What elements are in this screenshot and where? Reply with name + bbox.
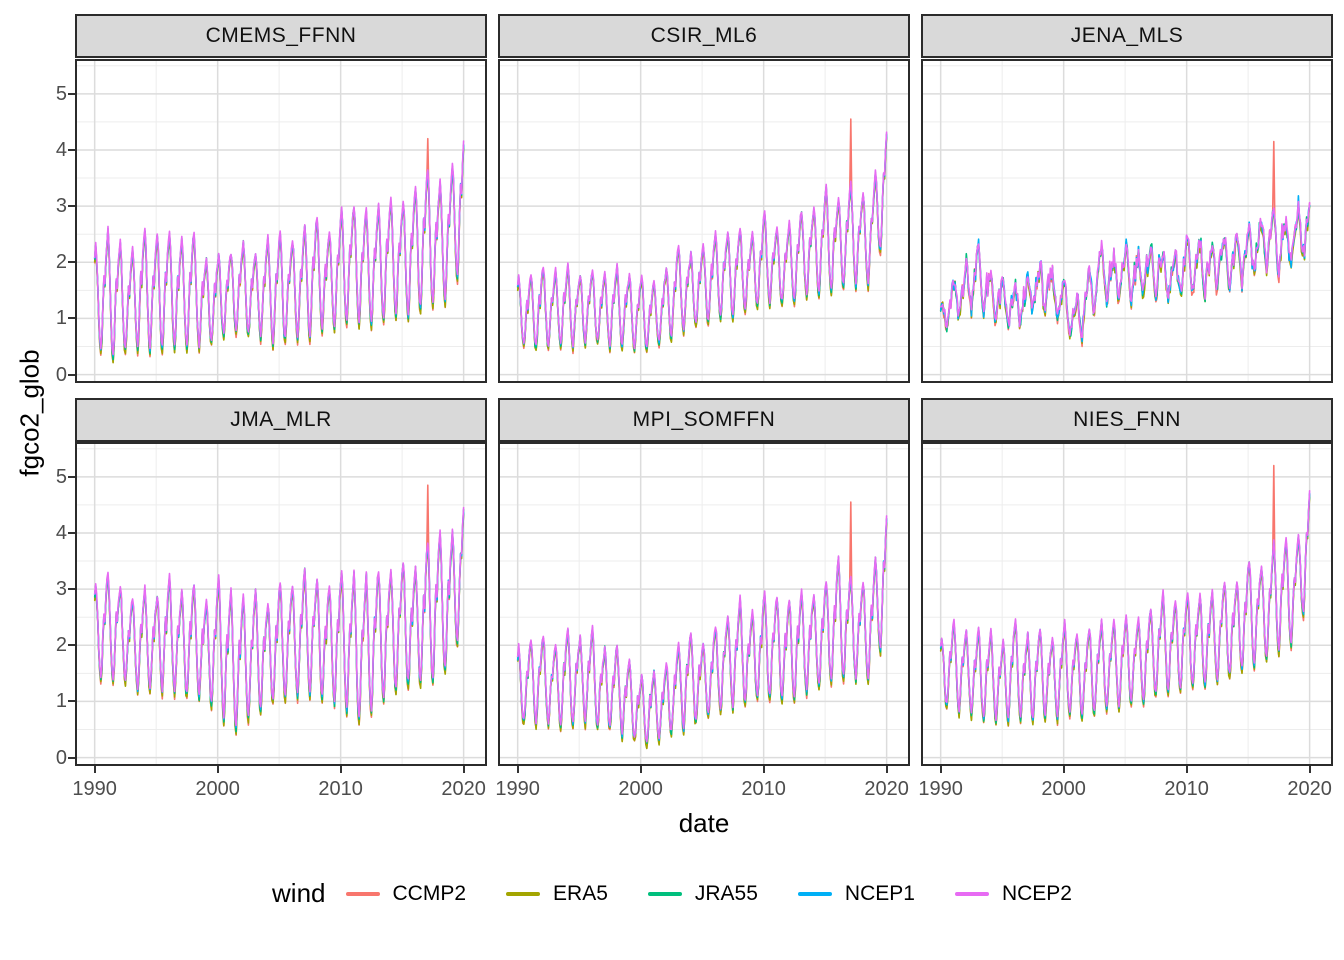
y-tick-mark xyxy=(68,756,75,759)
facet-panel-MPI_SOMFFN xyxy=(498,442,910,766)
y-tick-mark xyxy=(68,531,75,534)
legend-key-line-NCEP1 xyxy=(797,891,832,896)
legend-entry-NCEP1: NCEP1 xyxy=(797,881,915,906)
facet-strip-JMA_MLR: JMA_MLR xyxy=(75,398,487,442)
x-tick-mark xyxy=(939,766,942,773)
x-tick-mark xyxy=(762,766,765,773)
y-tick-label: 2 xyxy=(55,634,67,657)
x-tick-mark xyxy=(639,766,642,773)
y-tick-label: 0 xyxy=(55,363,67,386)
facet-panel-NIES_FNN xyxy=(921,442,1333,766)
x-tick-label: 1990 xyxy=(495,778,540,800)
facet-title: MPI_SOMFFN xyxy=(632,408,776,431)
facet-strip-MPI_SOMFFN: MPI_SOMFFN xyxy=(498,398,910,442)
y-tick-mark xyxy=(68,317,75,320)
y-tick-mark xyxy=(68,644,75,647)
x-tick-mark xyxy=(93,766,96,773)
legend-key-line-NCEP2 xyxy=(954,891,989,896)
y-tick-mark xyxy=(68,92,75,95)
x-tick-mark xyxy=(885,766,888,773)
legend-title: wind xyxy=(272,878,326,908)
legend-label: CCMP2 xyxy=(392,881,467,905)
legend-entry-CCMP2: CCMP2 xyxy=(345,881,467,906)
y-tick-mark xyxy=(68,148,75,151)
x-tick-label: 2010 xyxy=(318,778,363,800)
y-tick-label: 4 xyxy=(55,138,67,161)
facet-title: NIES_FNN xyxy=(1073,408,1181,431)
legend-key-line-JRA55 xyxy=(647,891,682,896)
y-tick-mark xyxy=(68,588,75,591)
series-line-NCEP2 xyxy=(939,200,1311,339)
legend-key-line-CCMP2 xyxy=(345,891,380,896)
legend-entry-NCEP2: NCEP2 xyxy=(954,881,1072,906)
facet-title: CMEMS_FFNN xyxy=(205,24,357,47)
x-tick-label: 2020 xyxy=(864,778,909,800)
x-tick-label: 2000 xyxy=(1041,778,1086,800)
y-tick-label: 4 xyxy=(55,521,67,544)
x-tick-label: 2020 xyxy=(1287,778,1332,800)
facet-panel-CMEMS_FFNN xyxy=(75,59,487,383)
y-tick-label: 5 xyxy=(55,465,67,488)
facet-title: JMA_MLR xyxy=(230,408,332,431)
facet-title: JENA_MLS xyxy=(1070,24,1184,47)
y-tick-mark xyxy=(68,205,75,208)
x-tick-mark xyxy=(516,766,519,773)
x-tick-label: 2020 xyxy=(441,778,486,800)
y-tick-label: 1 xyxy=(55,307,67,330)
series-line-NCEP2 xyxy=(516,515,888,743)
series-line-NCEP2 xyxy=(516,131,888,350)
x-tick-label: 2000 xyxy=(618,778,663,800)
y-tick-label: 3 xyxy=(55,195,67,218)
y-tick-label: 0 xyxy=(55,746,67,769)
y-tick-mark xyxy=(68,475,75,478)
facet-panel-CSIR_ML6 xyxy=(498,59,910,383)
facet-panel-JENA_MLS xyxy=(921,59,1333,383)
legend-entry-JRA55: JRA55 xyxy=(647,881,758,906)
facet-strip-CMEMS_FFNN: CMEMS_FFNN xyxy=(75,14,487,58)
facet-strip-CSIR_ML6: CSIR_ML6 xyxy=(498,14,910,58)
facet-panel-JMA_MLR xyxy=(75,442,487,766)
legend: wind CCMP2 ERA5 JRA55 NCEP1 NCEP2 xyxy=(0,878,1344,909)
legend-label: ERA5 xyxy=(553,881,608,905)
y-tick-mark xyxy=(68,700,75,703)
x-axis-title: date xyxy=(678,808,730,838)
x-tick-mark xyxy=(216,766,219,773)
x-tick-mark xyxy=(339,766,342,773)
facet-title: CSIR_ML6 xyxy=(650,24,758,47)
y-tick-label: 2 xyxy=(55,251,67,274)
series-line-NCEP2 xyxy=(93,140,465,356)
legend-label: NCEP2 xyxy=(1001,881,1072,905)
legend-label: JRA55 xyxy=(694,881,758,905)
legend-label: NCEP1 xyxy=(844,881,915,905)
y-tick-label: 1 xyxy=(55,690,67,713)
x-tick-label: 1990 xyxy=(72,778,117,800)
series-line-NCEP2 xyxy=(939,490,1311,722)
x-tick-label: 2010 xyxy=(1164,778,1209,800)
y-tick-label: 3 xyxy=(55,578,67,601)
series-line-NCEP2 xyxy=(93,506,465,727)
y-tick-label: 5 xyxy=(55,82,67,105)
x-tick-mark xyxy=(1308,766,1311,773)
x-tick-mark xyxy=(1185,766,1188,773)
facet-strip-JENA_MLS: JENA_MLS xyxy=(921,14,1333,58)
x-tick-mark xyxy=(1062,766,1065,773)
facet-strip-NIES_FNN: NIES_FNN xyxy=(921,398,1333,442)
x-tick-mark xyxy=(462,766,465,773)
x-tick-label: 2010 xyxy=(741,778,786,800)
x-tick-label: 1990 xyxy=(918,778,963,800)
legend-entry-ERA5: ERA5 xyxy=(506,882,608,906)
x-tick-label: 2000 xyxy=(195,778,240,800)
y-tick-mark xyxy=(68,261,75,264)
legend-key-line-ERA5 xyxy=(506,891,541,896)
y-tick-mark xyxy=(68,373,75,376)
